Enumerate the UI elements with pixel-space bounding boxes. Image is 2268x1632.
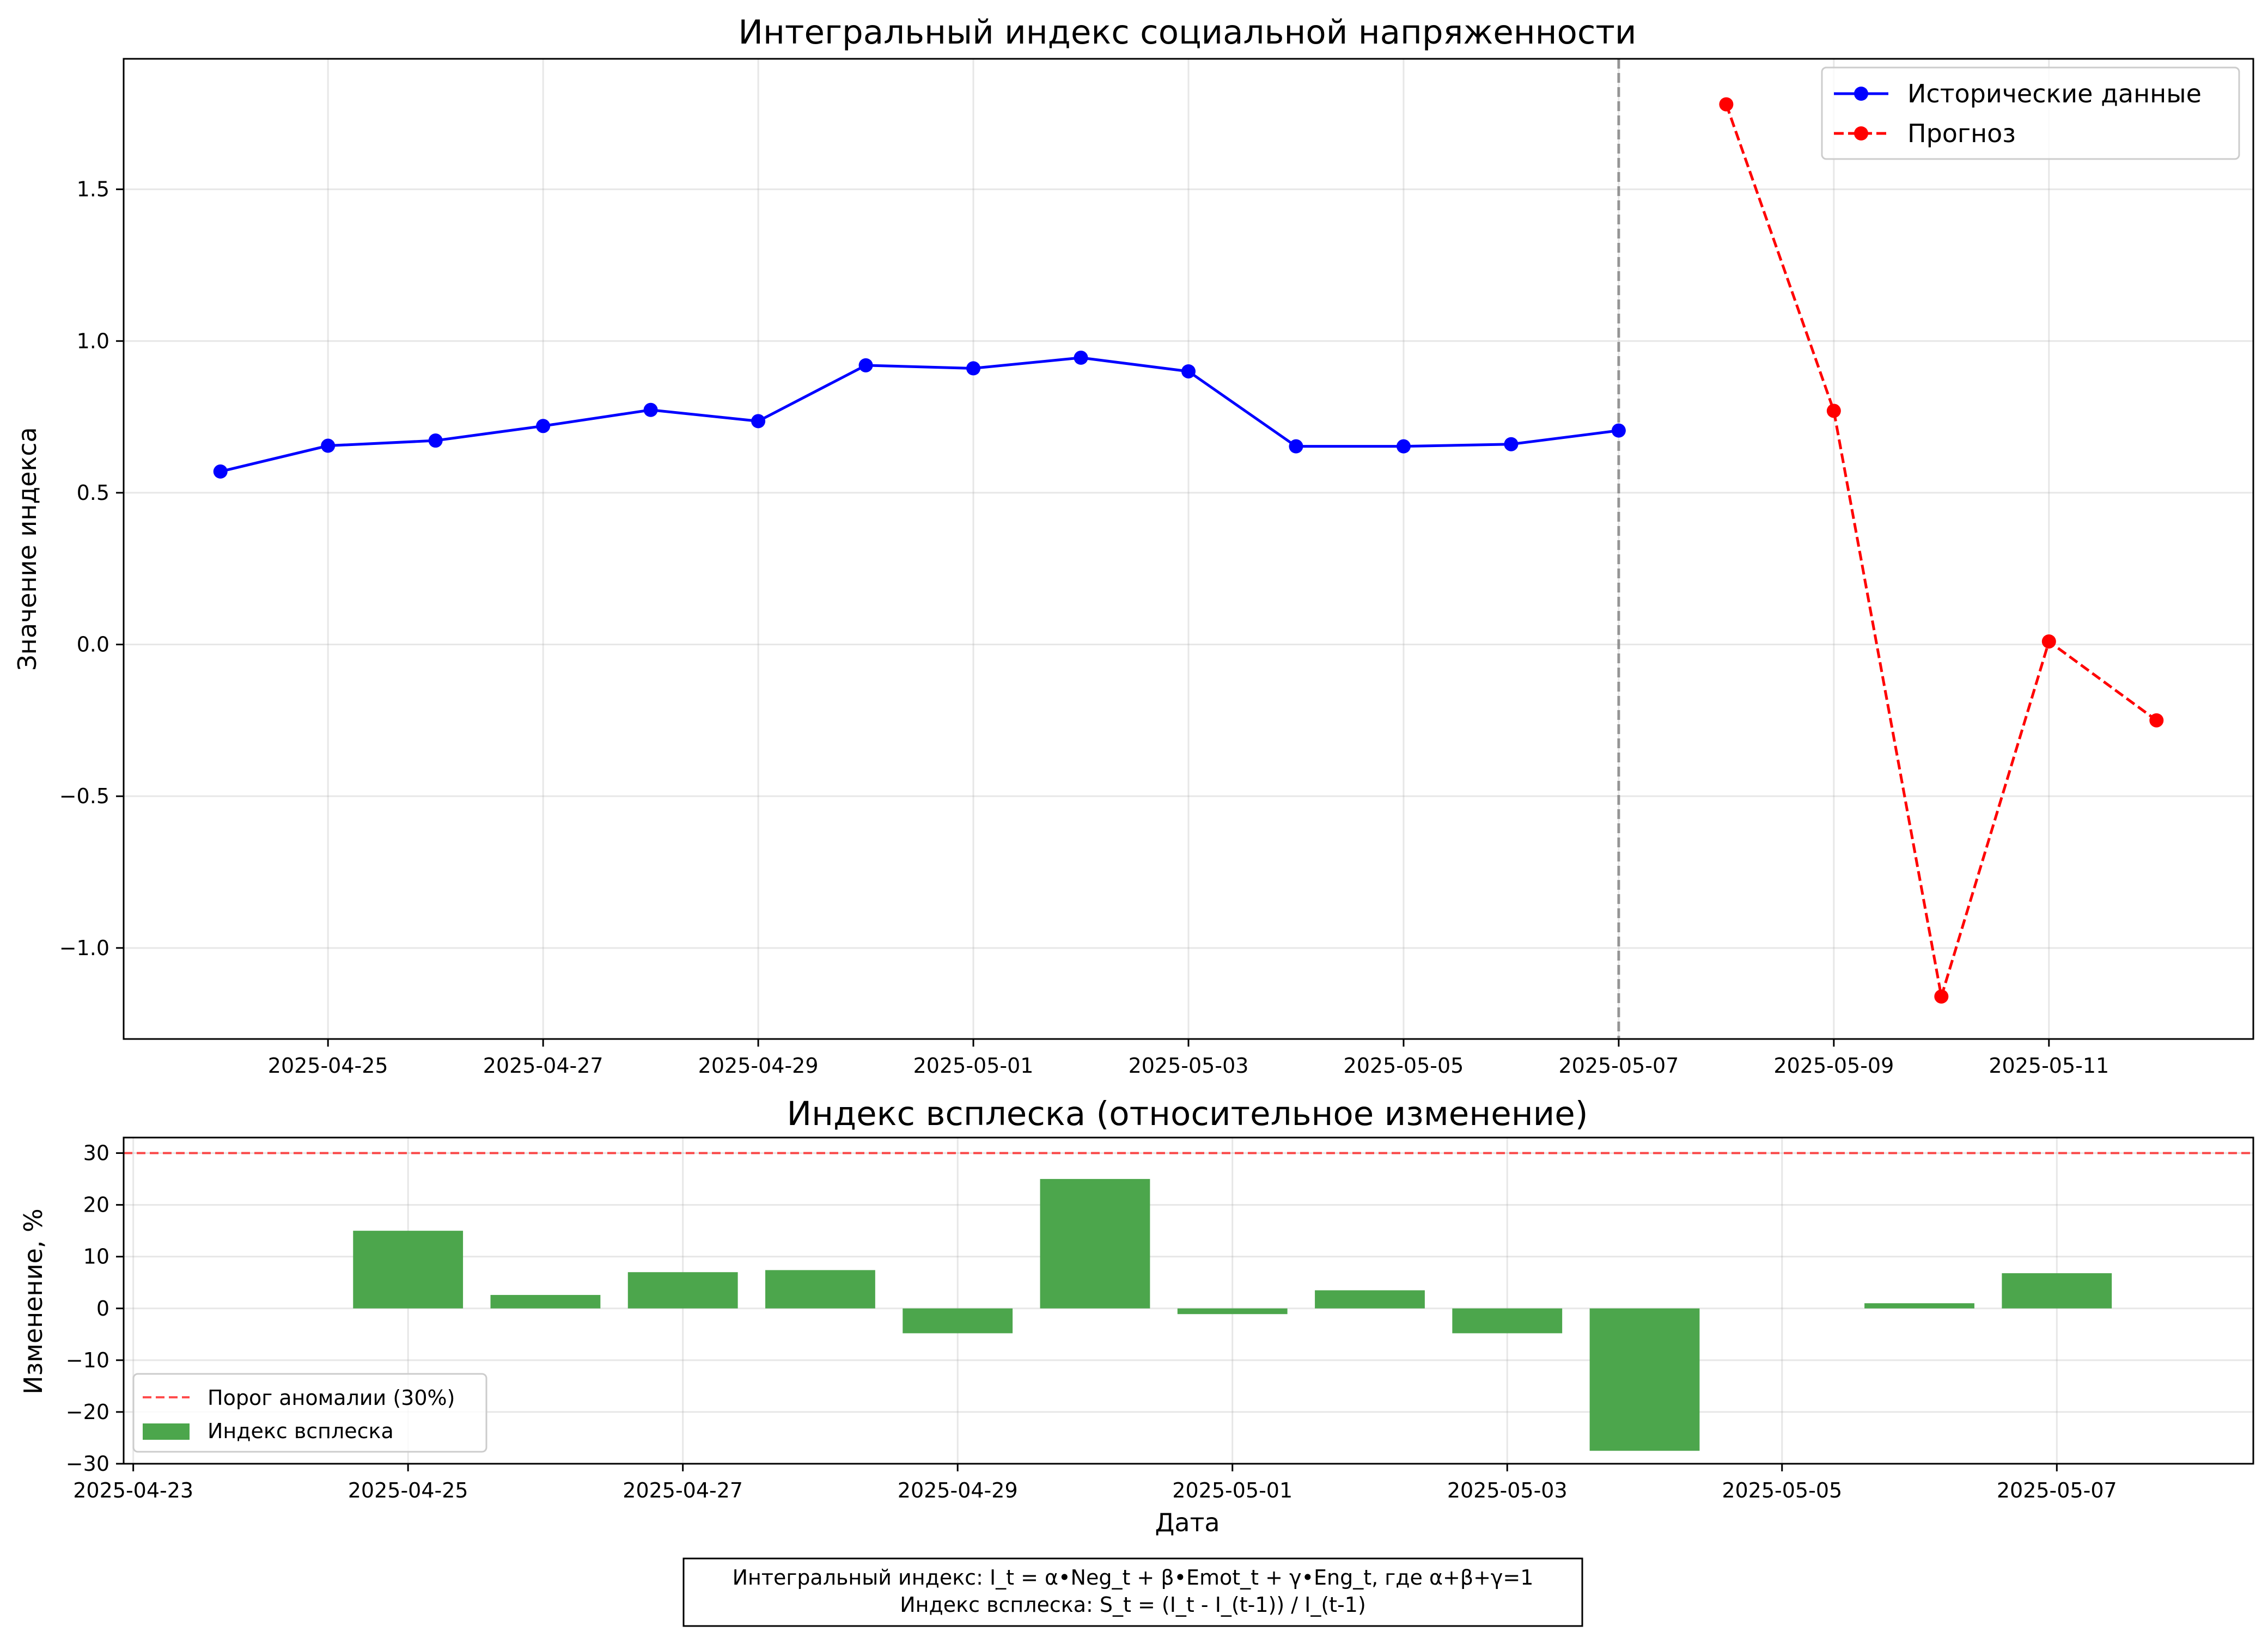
historical-data-point bbox=[1181, 364, 1196, 378]
surge-chart-x-tick-label: 2025-04-27 bbox=[623, 1478, 743, 1502]
surge-bar bbox=[1040, 1179, 1150, 1309]
index-chart-x-tick-label: 2025-05-05 bbox=[1344, 1054, 1464, 1078]
index-chart-x-ticks: 2025-04-25 2025-04-27 2025-04-29 2025-05-01… bbox=[268, 1039, 2109, 1078]
index-chart-x-tick-label: 2025-05-03 bbox=[1129, 1054, 1249, 1078]
historical-data-point bbox=[1611, 423, 1626, 438]
forecast-data-point bbox=[1719, 97, 1734, 112]
index-chart-legend-box bbox=[1821, 66, 2240, 160]
legend-threshold-label: Порог аномалии (30%) bbox=[208, 1386, 455, 1410]
surge-chart-panel: Индекс всплеска (относительное изменение… bbox=[19, 1095, 2254, 1537]
surge-bar bbox=[1452, 1308, 1563, 1334]
historical-data-point bbox=[1074, 350, 1088, 365]
surge-bar bbox=[1864, 1303, 1974, 1309]
surge-bar bbox=[490, 1295, 601, 1309]
legend-historical-label: Исторические данные bbox=[1907, 79, 2202, 108]
index-chart-x-tick-label: 2025-04-29 bbox=[698, 1054, 819, 1078]
index-chart-y-tick-label: 0.5 bbox=[77, 481, 109, 505]
surge-bar bbox=[1177, 1308, 1288, 1315]
forecast-data-point bbox=[2041, 634, 2056, 649]
surge-chart-frame bbox=[123, 1136, 2254, 1465]
formula-box: Интегральный индекс: I_t = α•Neg_t + β•E… bbox=[682, 1557, 1583, 1627]
surge-chart-legend-box bbox=[132, 1373, 487, 1453]
index-chart-legend: Исторические данные Прогноз bbox=[1821, 66, 2240, 160]
surge-chart-y-tick-label: −20 bbox=[66, 1400, 109, 1424]
index-chart-y-tick-label: 1.5 bbox=[77, 178, 109, 201]
historical-data-point bbox=[1504, 437, 1519, 451]
historical-data-point bbox=[858, 358, 873, 372]
surge-bar bbox=[1589, 1308, 1700, 1451]
historical-data-point bbox=[428, 433, 443, 448]
historical-data-point bbox=[321, 438, 336, 453]
surge-chart-x-tick-label: 2025-04-25 bbox=[348, 1478, 468, 1502]
surge-chart-y-tick-label: 30 bbox=[83, 1141, 109, 1165]
index-chart-x-tick-label: 2025-04-25 bbox=[268, 1054, 388, 1078]
surge-chart-x-tick-label: 2025-05-03 bbox=[1447, 1478, 1568, 1502]
surge-chart-x-tick-label: 2025-05-01 bbox=[1172, 1478, 1292, 1502]
surge-chart-legend: Порог аномалии (30%) Индекс всплеска bbox=[132, 1373, 487, 1453]
surge-bar bbox=[1315, 1290, 1425, 1309]
index-chart-x-tick-label: 2025-04-27 bbox=[483, 1054, 603, 1078]
surge-chart-y-tick-label: −10 bbox=[66, 1348, 109, 1372]
index-chart-y-axis-label: Значение индекса bbox=[13, 427, 42, 670]
index-chart-grid bbox=[124, 59, 2253, 1039]
legend-forecast-label: Прогноз bbox=[1907, 119, 2016, 148]
formula-surge-index: Индекс всплеска: S_t = (I_t - I_(t-1)) /… bbox=[900, 1593, 1366, 1617]
index-chart-y-tick-label: −1.0 bbox=[59, 936, 109, 960]
legend-surge-label: Индекс всплеска bbox=[208, 1419, 394, 1443]
index-chart-x-tick-label: 2025-05-09 bbox=[1773, 1054, 1894, 1078]
surge-chart-y-tick-label: 0 bbox=[96, 1297, 109, 1321]
index-chart-panel: Интегральный индекс социальной напряженн… bbox=[13, 13, 2254, 1078]
surge-bar bbox=[2002, 1273, 2112, 1309]
formula-integral-index: Интегральный индекс: I_t = α•Neg_t + β•E… bbox=[733, 1566, 1534, 1590]
index-chart-x-tick-label: 2025-05-07 bbox=[1558, 1054, 1679, 1078]
index-chart-x-tick-label: 2025-05-11 bbox=[1989, 1054, 2109, 1078]
historical-data-point bbox=[1289, 439, 1303, 454]
historical-data-point bbox=[751, 414, 766, 429]
historical-series-line bbox=[220, 356, 1619, 473]
index-chart-y-tick-label: 0.0 bbox=[77, 633, 109, 657]
historical-data-point bbox=[213, 464, 228, 479]
forecast-data-point bbox=[2149, 713, 2164, 728]
index-chart-x-tick-label: 2025-05-01 bbox=[913, 1054, 1034, 1078]
legend-surge-swatch bbox=[143, 1423, 190, 1440]
legend-historical-marker-swatch bbox=[1854, 87, 1868, 101]
forecast-data-point bbox=[1934, 989, 1949, 1004]
surge-bar bbox=[903, 1308, 1013, 1334]
historical-data-point bbox=[1396, 439, 1411, 454]
surge-chart-x-tick-label: 2025-04-29 bbox=[898, 1478, 1018, 1502]
forecast-data-point bbox=[1826, 404, 1841, 418]
surge-chart-y-tick-label: 20 bbox=[83, 1193, 109, 1217]
surge-chart-y-ticks: −30 −20 −10 0 10 20 30 bbox=[66, 1141, 124, 1476]
formula-box-frame bbox=[682, 1557, 1583, 1627]
surge-bar bbox=[765, 1270, 875, 1309]
index-chart-series bbox=[213, 97, 2164, 1004]
surge-bar bbox=[627, 1272, 738, 1309]
surge-chart-x-tick-label: 2025-05-05 bbox=[1722, 1478, 1842, 1502]
surge-bar bbox=[353, 1231, 464, 1309]
surge-chart-bars bbox=[353, 1179, 2112, 1451]
historical-data-point bbox=[536, 419, 551, 433]
index-chart-y-tick-label: 1.0 bbox=[77, 329, 109, 353]
surge-chart-x-tick-label: 2025-04-23 bbox=[73, 1478, 193, 1502]
index-chart-y-ticks: −1.0 −0.5 0.0 0.5 1.0 1.5 bbox=[59, 178, 124, 960]
legend-forecast-marker-swatch bbox=[1854, 126, 1868, 140]
surge-chart-y-tick-label: −30 bbox=[66, 1452, 109, 1476]
forecast-series-line bbox=[1725, 103, 2157, 997]
surge-chart-x-ticks: 2025-04-23 2025-04-25 2025-04-27 2025-04-29… bbox=[73, 1464, 2117, 1502]
index-chart-y-tick-label: −0.5 bbox=[59, 784, 109, 808]
historical-data-point bbox=[966, 361, 981, 376]
surge-chart-title: Индекс всплеска (относительное изменение… bbox=[787, 1095, 1588, 1133]
index-chart-title: Интегральный индекс социальной напряженн… bbox=[738, 13, 1636, 52]
historical-data-point bbox=[643, 402, 658, 417]
surge-chart-x-tick-label: 2025-05-07 bbox=[1997, 1478, 2117, 1502]
surge-chart-x-axis-label: Дата bbox=[1155, 1508, 1220, 1537]
surge-chart-y-tick-label: 10 bbox=[83, 1245, 109, 1269]
surge-chart-y-axis-label: Изменение, % bbox=[19, 1208, 48, 1394]
